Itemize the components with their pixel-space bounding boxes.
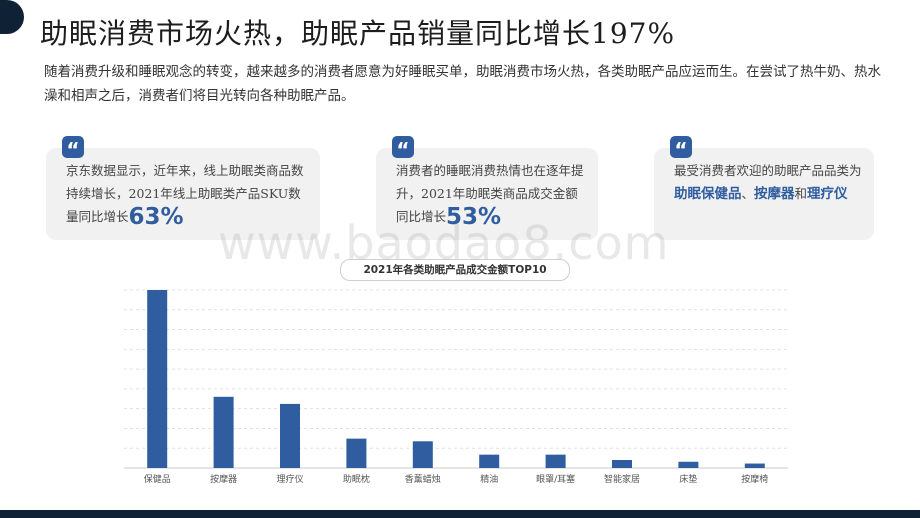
bottom-bar [0, 510, 920, 518]
quote-icon: “ [670, 136, 692, 162]
x-tick-label: 床垫 [679, 473, 697, 485]
bar-1 [213, 396, 234, 468]
bar-7 [612, 459, 632, 468]
quote-icon: “ [392, 136, 414, 162]
x-tick-label: 理疗仪 [276, 473, 303, 485]
stat-card-sales: “ 消费者的睡眠消费热情也在逐年提升，2021年助眠类商品成交金额同比增长53% [376, 136, 598, 240]
x-tick-label: 按摩椅 [741, 473, 768, 485]
stat-card-text: 最受消费者欢迎的助眠产品品类为助眠保健品、按摩器和理疗仪 [674, 159, 862, 206]
bar-4 [412, 441, 433, 468]
stat-card-body: 最受消费者欢迎的助眠产品品类为 [674, 163, 862, 178]
x-tick-label: 智能家居 [604, 473, 640, 485]
stat-card-body: 京东数据显示，近年来，线上助眠类商品数持续增长，2021年线上助眠类产品SKU数… [66, 163, 304, 224]
bar-5 [479, 454, 500, 468]
stat-card-text: 京东数据显示，近年来，线上助眠类商品数持续增长，2021年线上助眠类产品SKU数… [66, 159, 308, 229]
category-highlight: 按摩器 [754, 186, 795, 202]
conjunction-text: 和 [794, 186, 808, 201]
stat-highlight: 53% [446, 204, 502, 230]
stat-card-sku: “ 京东数据显示，近年来，线上助眠类商品数持续增长，2021年线上助眠类产品SK… [46, 136, 320, 240]
bar-8 [678, 461, 699, 468]
x-tick-label: 香薰蜡烛 [405, 473, 441, 485]
bar-2 [280, 403, 300, 468]
x-tick-label: 助眠枕 [343, 473, 370, 485]
category-highlight: 理疗仪 [807, 186, 848, 202]
stat-card-categories: “ 最受消费者欢迎的助眠产品品类为助眠保健品、按摩器和理疗仪 [654, 136, 874, 240]
separator-text: 、 [741, 186, 755, 201]
stat-highlight: 63% [128, 204, 184, 230]
watermark: www.baodao8.com [218, 216, 670, 270]
x-tick-label: 精油 [480, 473, 498, 485]
x-tick-label: 保健品 [144, 473, 171, 485]
x-tick-label: 按摩器 [210, 473, 237, 485]
category-highlight: 助眠保健品 [674, 186, 742, 202]
bar-3 [346, 438, 367, 468]
bar-9 [744, 463, 765, 468]
intro-paragraph: 随着消费升级和睡眠观念的转变，越来越多的消费者愿意为好睡眠买单，助眠消费市场火热… [44, 64, 881, 104]
quote-icon: “ [62, 136, 84, 162]
bar-6 [545, 454, 566, 468]
stat-card-text: 消费者的睡眠消费热情也在逐年提升，2021年助眠类商品成交金额同比增长53% [396, 159, 586, 229]
page-title: 助眠消费市场火热，助眠产品销量同比增长197% [40, 17, 676, 50]
stat-card-body: 消费者的睡眠消费热情也在逐年提升，2021年助眠类商品成交金额同比增长 [396, 163, 584, 224]
chart-title: 2021年各类助眠产品成交金额TOP10 [340, 259, 570, 281]
bar-0 [147, 290, 168, 468]
x-tick-label: 眼罩/耳塞 [536, 473, 575, 485]
